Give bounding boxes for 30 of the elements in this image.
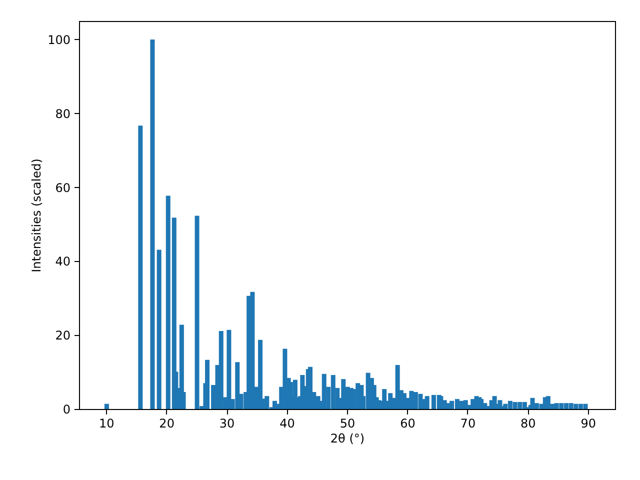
bar — [104, 404, 109, 409]
x-tick-label: 70 — [460, 416, 476, 430]
x-axis-title: 2θ (°) — [330, 432, 365, 446]
bar — [459, 400, 464, 409]
x-tick-label: 90 — [580, 416, 596, 430]
bar — [446, 403, 450, 409]
y-tick-label: 40 — [55, 254, 70, 269]
bar — [463, 400, 468, 409]
x-tick-label: 50 — [340, 416, 356, 430]
bar — [156, 250, 162, 409]
x-tick-label: 30 — [219, 416, 235, 430]
x-tick-label: 40 — [280, 416, 295, 430]
bar — [395, 365, 400, 409]
bar — [138, 126, 143, 409]
bar — [246, 296, 252, 409]
y-tick-label: 80 — [55, 106, 70, 121]
x-tick-label: 20 — [159, 416, 174, 430]
bar — [150, 39, 155, 409]
y-tick-label: 0 — [62, 402, 70, 416]
bar — [542, 397, 548, 409]
y-axis-title: Intensities (scaled) — [30, 158, 44, 272]
x-tick-label: 60 — [400, 416, 416, 430]
y-tick-label: 100 — [48, 32, 70, 47]
bar — [258, 340, 263, 409]
bar — [226, 330, 232, 409]
y-tick-label: 20 — [55, 328, 70, 343]
x-tick-label: 80 — [520, 416, 536, 430]
bar — [409, 390, 414, 409]
y-tick-label: 60 — [55, 180, 70, 195]
x-tick-label: 10 — [98, 416, 114, 430]
